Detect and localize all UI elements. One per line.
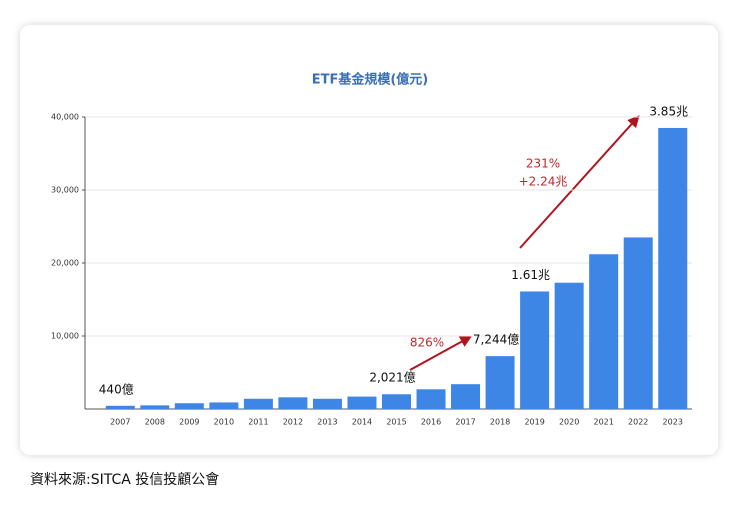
bar — [140, 405, 170, 409]
bar — [105, 405, 135, 409]
x-tick-label: 2012 — [283, 418, 303, 427]
bar — [623, 237, 653, 409]
x-tick-label: 2016 — [421, 418, 441, 427]
bar — [589, 254, 619, 409]
x-tick-label: 2021 — [593, 418, 613, 427]
bar — [485, 356, 515, 409]
x-tick-label: 2014 — [352, 418, 372, 427]
bar — [243, 398, 273, 409]
x-tick-label: 2022 — [628, 418, 648, 427]
annotation: +2.24兆 — [519, 175, 568, 189]
bar — [381, 394, 412, 409]
y-tick-label: 10,000 — [51, 332, 79, 341]
bar — [278, 397, 308, 409]
x-tick-label: 2018 — [490, 418, 510, 427]
x-tick-label: 2015 — [386, 418, 406, 427]
x-tick-label: 2008 — [145, 418, 165, 427]
bar — [554, 282, 584, 409]
growth-arrow — [409, 335, 473, 371]
value-label: 440億 — [99, 382, 134, 396]
value-label: 1.61兆 — [511, 268, 550, 282]
bar — [520, 291, 550, 409]
chart-title: ETF基金規模(億元) — [312, 72, 429, 88]
bar — [347, 396, 377, 409]
bar — [312, 398, 342, 409]
x-tick-label: 2011 — [248, 418, 268, 427]
y-tick-label: 30,000 — [51, 186, 79, 195]
bar — [209, 402, 239, 409]
annotation: 231% — [526, 157, 560, 171]
y-tick-label: 20,000 — [51, 259, 79, 268]
bar — [451, 384, 481, 409]
y-tick-label: 40,000 — [51, 113, 79, 122]
x-tick-label: 2017 — [455, 418, 475, 427]
source: 資料來源:SITCA 投信投顧公會 — [30, 472, 219, 488]
bar — [174, 403, 204, 409]
x-tick-label: 2007 — [110, 418, 130, 427]
growth-arrow — [519, 115, 640, 249]
x-tick-label: 2010 — [214, 418, 234, 427]
x-tick-label: 2019 — [524, 418, 544, 427]
value-label: 2,021億 — [369, 371, 415, 385]
annotation: 826% — [410, 336, 444, 350]
x-tick-label: 2009 — [179, 418, 199, 427]
x-tick-label: 2013 — [317, 418, 337, 427]
value-label: 3.85兆 — [649, 104, 688, 118]
bar — [658, 127, 688, 409]
bar — [416, 389, 446, 409]
value-label: 7,244億 — [473, 333, 519, 347]
x-tick-label: 2020 — [559, 418, 579, 427]
x-tick-label: 2023 — [663, 418, 683, 427]
